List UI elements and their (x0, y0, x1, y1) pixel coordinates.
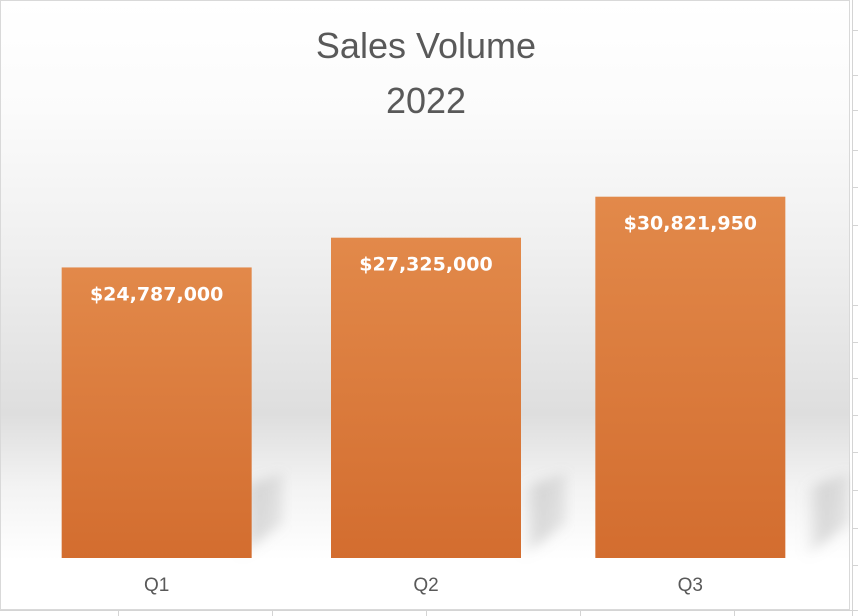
bars-group (61, 196, 786, 559)
sheet-gridline (852, 378, 858, 379)
sheet-gridline (852, 225, 858, 226)
category-labels-group: Q1 Q2 Q3 (144, 575, 703, 596)
sheet-gridline (852, 30, 858, 31)
sheet-gridline (852, 110, 858, 111)
category-label-q2: Q2 (413, 575, 438, 596)
data-label-q3: $30,821,950 (624, 213, 757, 235)
sheet-gridline (852, 490, 858, 491)
sheet-gridline (426, 610, 427, 616)
sheet-gridline (852, 342, 858, 343)
sheet-gridline (852, 150, 858, 151)
bar-shadow-q3 (804, 473, 850, 558)
sheet-gridline (852, 0, 853, 616)
data-label-q2: $27,325,000 (359, 254, 492, 276)
sheet-gridline (0, 610, 858, 611)
bar-q3[interactable] (595, 196, 786, 559)
bar-q2[interactable] (331, 237, 521, 558)
sheet-gridline (852, 187, 858, 188)
sheet-gridline (852, 565, 858, 566)
data-labels-group: $24,787,000 $27,325,000 $30,821,950 (90, 213, 757, 306)
sheet-gridline (852, 528, 858, 529)
bar-shadow-q2 (521, 473, 566, 558)
sheet-gridline (272, 610, 273, 616)
category-label-q3: Q3 (678, 575, 703, 596)
sheet-gridline (118, 610, 119, 616)
sheet-gridline (852, 415, 858, 416)
category-label-q1: Q1 (144, 575, 169, 596)
sheet-gridline (734, 610, 735, 616)
data-label-q1: $24,787,000 (90, 283, 223, 305)
sheet-gridline (852, 305, 858, 306)
chart-title-line-1: Sales Volume (316, 25, 536, 66)
chart-title-line-2: 2022 (386, 80, 466, 121)
sheet-gridline (852, 75, 858, 76)
sheet-gridline (580, 610, 581, 616)
bar-q1[interactable] (61, 267, 252, 558)
sheet-gridline (852, 452, 858, 453)
